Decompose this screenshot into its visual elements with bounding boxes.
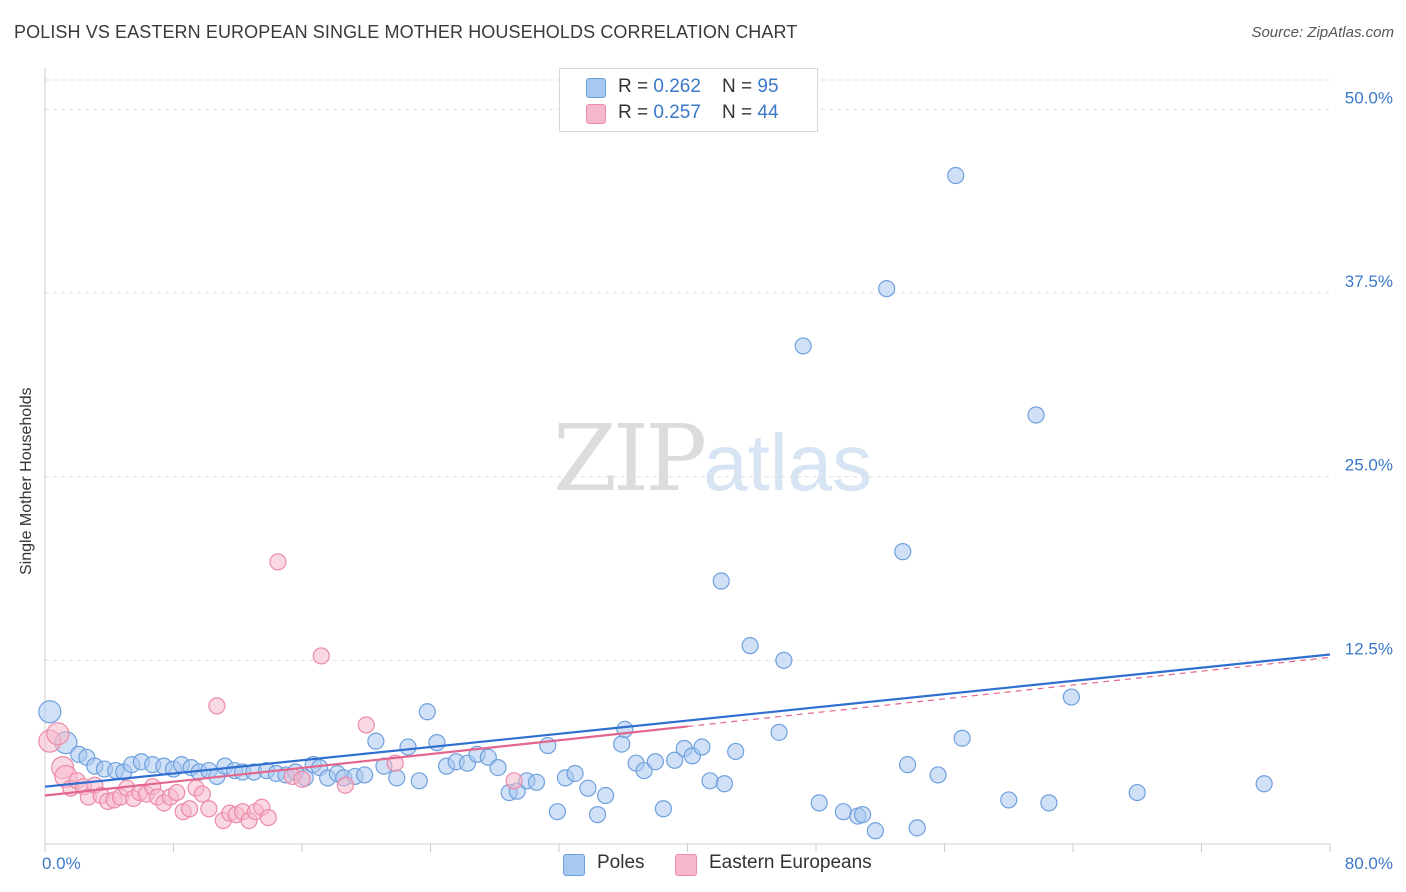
point-poles-64 xyxy=(666,751,684,769)
r-value-eastern-europeans: 0.257 xyxy=(653,102,701,123)
point-poles-80 xyxy=(866,822,885,840)
points-layer xyxy=(38,166,1273,840)
n-label: N = xyxy=(722,76,758,97)
point-eastern-europeans-36 xyxy=(269,553,287,571)
point-poles-55 xyxy=(579,779,597,797)
n-value-eastern-europeans: 44 xyxy=(757,102,779,123)
legend-text-poles: R = 0.262 N = 95 xyxy=(618,76,779,98)
point-poles-62 xyxy=(646,753,664,771)
point-poles-87 xyxy=(953,729,971,747)
point-poles-39 xyxy=(418,703,436,721)
bottom-legend-swatch-poles xyxy=(563,854,585,876)
point-poles-52 xyxy=(548,803,566,821)
correlation-legend: R = 0.262 N = 95 R = 0.257 N = 44 xyxy=(559,68,818,132)
point-poles-56 xyxy=(588,806,607,824)
point-poles-92 xyxy=(1128,783,1146,802)
point-poles-71 xyxy=(727,742,745,761)
y-tick-label-3: 50.0% xyxy=(1345,88,1393,107)
point-eastern-europeans-21 xyxy=(168,783,186,802)
point-poles-70 xyxy=(715,775,734,793)
trend-line-eastern-europeans-extension xyxy=(687,656,1331,728)
point-poles-91 xyxy=(1062,688,1080,706)
legend-swatch-poles xyxy=(586,78,606,98)
point-eastern-europeans-40 xyxy=(336,776,354,794)
point-poles-46 xyxy=(489,758,507,777)
axis-layer xyxy=(44,68,1331,852)
watermark-zip-text: ZIP xyxy=(553,405,707,512)
point-poles-72 xyxy=(741,637,759,655)
point-poles-50 xyxy=(527,773,546,791)
point-poles-76 xyxy=(810,794,828,812)
r-label: R = xyxy=(618,76,654,97)
n-label: N = xyxy=(722,102,758,123)
point-poles-69 xyxy=(712,572,730,590)
point-poles-37 xyxy=(399,738,417,756)
point-poles-83 xyxy=(898,756,917,774)
trend-line-poles xyxy=(44,653,1331,788)
point-poles-54 xyxy=(566,764,584,783)
point-poles-79 xyxy=(853,806,872,824)
grid-layer xyxy=(45,79,1330,661)
trend-layer xyxy=(44,653,1331,797)
point-poles-0 xyxy=(38,700,62,724)
r-label: R = xyxy=(618,102,654,123)
point-poles-36 xyxy=(388,769,406,787)
point-eastern-europeans-43 xyxy=(505,772,523,790)
trend-layer-extension xyxy=(687,656,1331,728)
source-credit: Source: ZipAtlas.com xyxy=(1251,24,1394,41)
point-eastern-europeans-35 xyxy=(259,808,277,827)
y-tick-label-0: 12.5% xyxy=(1345,639,1393,658)
point-poles-75 xyxy=(794,337,812,355)
point-poles-34 xyxy=(367,732,385,750)
point-poles-38 xyxy=(410,772,428,790)
point-poles-73 xyxy=(770,723,788,741)
point-poles-82 xyxy=(894,543,912,561)
point-eastern-europeans-27 xyxy=(208,697,226,715)
point-poles-58 xyxy=(613,735,631,753)
point-eastern-europeans-23 xyxy=(180,800,199,818)
point-poles-77 xyxy=(834,803,852,821)
point-poles-84 xyxy=(908,819,926,837)
legend-text-eastern-europeans: R = 0.257 N = 44 xyxy=(618,102,779,124)
point-poles-67 xyxy=(693,738,711,756)
zipatlas-watermark: ZIPatlas xyxy=(553,405,872,512)
n-value-poles: 95 xyxy=(757,76,779,97)
point-poles-93 xyxy=(1255,775,1273,793)
point-poles-90 xyxy=(1040,794,1058,812)
chart-title: POLISH VS EASTERN EUROPEAN SINGLE MOTHER… xyxy=(14,22,798,42)
point-eastern-europeans-39 xyxy=(312,647,330,665)
point-eastern-europeans-41 xyxy=(357,716,375,734)
point-poles-40 xyxy=(428,734,446,752)
y-tick-label-1: 25.0% xyxy=(1345,456,1393,475)
point-poles-59 xyxy=(616,720,634,739)
trend-line-eastern-europeans xyxy=(44,725,688,797)
point-poles-74 xyxy=(775,651,793,669)
point-eastern-europeans-26 xyxy=(200,800,218,818)
point-poles-68 xyxy=(701,772,719,790)
bottom-legend-swatch-eastern-europeans xyxy=(675,854,697,876)
point-eastern-europeans-25 xyxy=(193,785,212,803)
watermark-atlas-text: atlas xyxy=(703,418,873,507)
point-poles-85 xyxy=(929,766,947,784)
point-poles-86 xyxy=(947,166,965,185)
point-eastern-europeans-38 xyxy=(293,770,311,788)
y-axis-label: Single Mother Households xyxy=(18,387,35,575)
y-tick-label-2: 37.5% xyxy=(1345,272,1393,291)
point-poles-63 xyxy=(654,800,673,818)
x-tick-label-1: 80.0% xyxy=(1345,854,1393,873)
point-poles-89 xyxy=(1027,406,1045,424)
point-poles-88 xyxy=(1000,791,1018,809)
point-poles-33 xyxy=(356,766,374,784)
x-tick-label-0: 0.0% xyxy=(42,854,81,873)
bottom-legend-label-eastern-europeans: Eastern Europeans xyxy=(709,852,872,873)
legend-swatch-eastern-europeans xyxy=(586,104,606,124)
bottom-legend-label-poles: Poles xyxy=(597,852,645,873)
point-eastern-europeans-1 xyxy=(46,722,70,746)
tick-label-layer: 12.5% 25.0% 37.5% 50.0% 0.0% 80.0% xyxy=(42,88,1393,873)
point-poles-61 xyxy=(635,761,653,780)
r-value-poles: 0.262 xyxy=(653,76,701,97)
point-poles-57 xyxy=(596,786,615,805)
point-poles-81 xyxy=(878,280,896,298)
